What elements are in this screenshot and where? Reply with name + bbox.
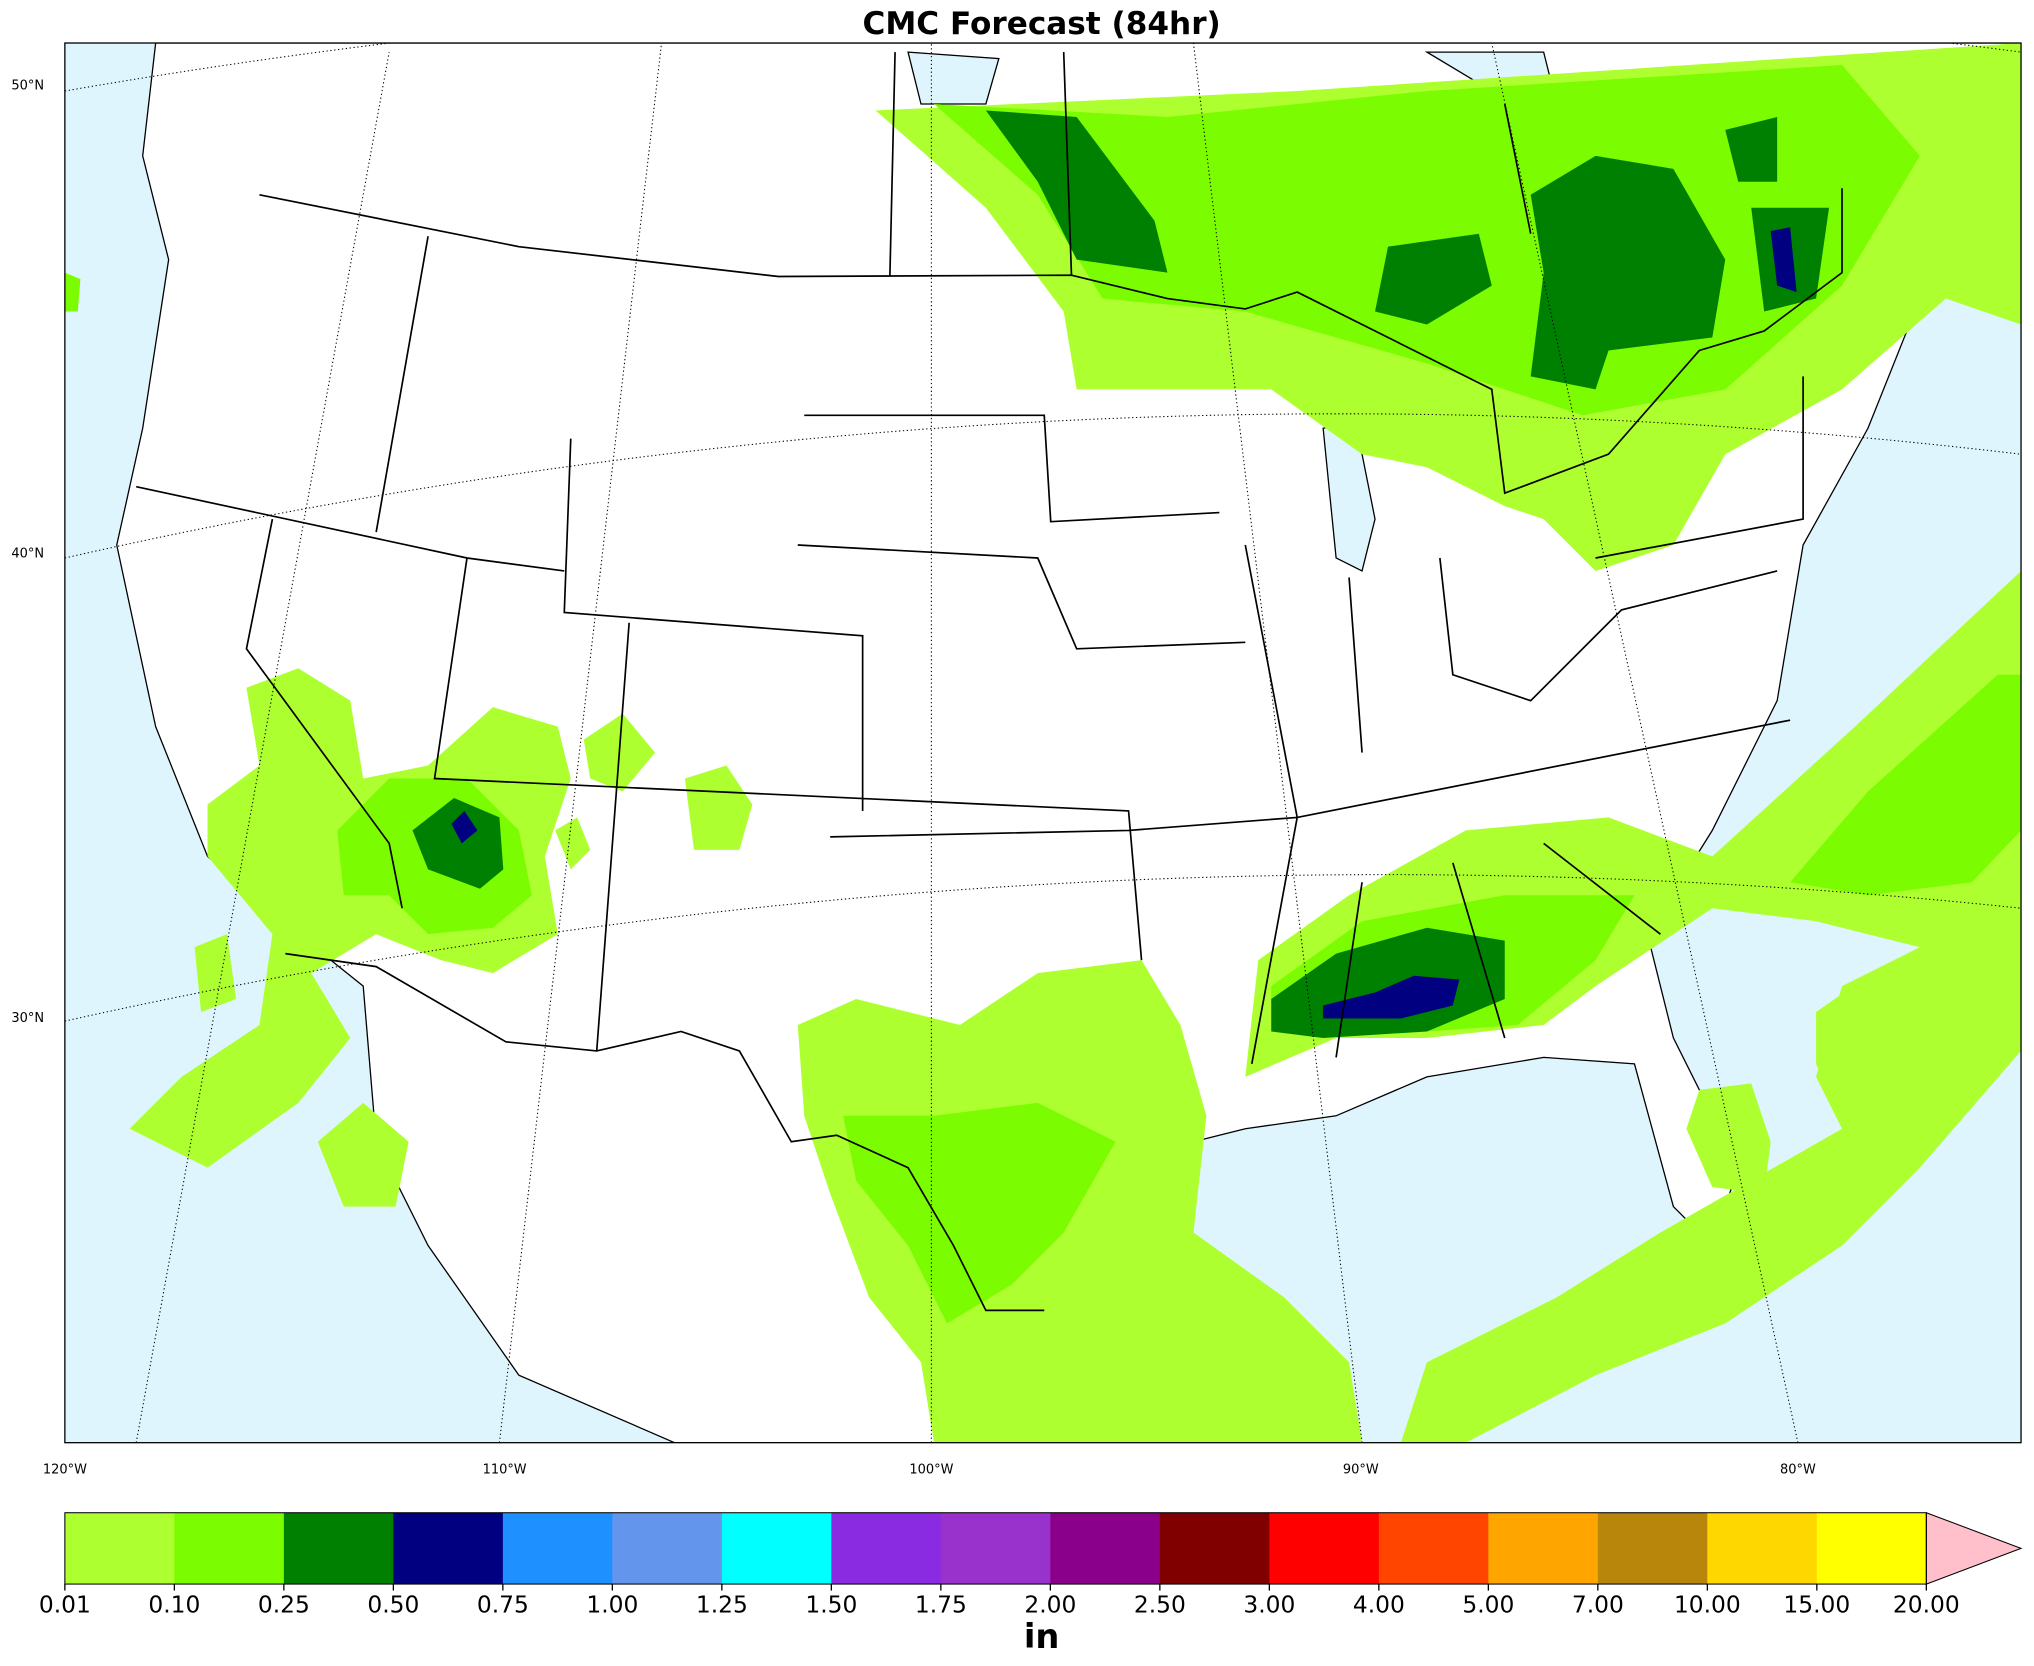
lon-label: 120°W bbox=[43, 1462, 87, 1477]
precip-area bbox=[412, 797, 504, 889]
graticule bbox=[64, 43, 2022, 1443]
lon-label: 90°W bbox=[1343, 1462, 1379, 1477]
colorbar-bin bbox=[174, 1512, 285, 1585]
colorbar-bin bbox=[393, 1512, 504, 1585]
colorbar-bin bbox=[1050, 1512, 1161, 1585]
colorbar-bin bbox=[1816, 1512, 1927, 1585]
colorbar-bin bbox=[1269, 1512, 1380, 1585]
colorbar-tick-label: 5.00 bbox=[1462, 1591, 1514, 1619]
colorbar-tick-label: 0.75 bbox=[477, 1591, 529, 1619]
colorbar-tick-label: 10.00 bbox=[1674, 1591, 1741, 1619]
colorbar-bin bbox=[64, 1512, 176, 1585]
colorbar-bin bbox=[1159, 1512, 1270, 1585]
colorbar-tick-label: 7.00 bbox=[1572, 1591, 1624, 1619]
precip-area bbox=[843, 1102, 1116, 1324]
colorbar-bin bbox=[940, 1512, 1051, 1585]
state-borders bbox=[136, 52, 1804, 1065]
precip-area bbox=[451, 810, 478, 844]
precip-area bbox=[64, 272, 81, 312]
lat-label: 30°N bbox=[11, 1011, 44, 1026]
colorbar-tick-label: 0.25 bbox=[258, 1591, 310, 1619]
colorbar-tick-label: 1.25 bbox=[696, 1591, 748, 1619]
colorbar-tick-label: 4.00 bbox=[1353, 1591, 1405, 1619]
colorbar-bin bbox=[1488, 1512, 1599, 1585]
precip-area bbox=[1323, 975, 1460, 1019]
map-frame bbox=[64, 42, 2022, 1444]
colorbar-bin bbox=[283, 1512, 395, 1585]
lon-label: 110°W bbox=[483, 1462, 527, 1477]
mexico-border bbox=[285, 952, 1045, 1312]
colorbar-bin bbox=[1378, 1512, 1489, 1585]
colorbar-tick-label: 2.50 bbox=[1134, 1591, 1186, 1619]
precip-area bbox=[129, 668, 1920, 1207]
lon-label: 100°W bbox=[909, 1462, 953, 1477]
colorbar-tick-label: 0.01 bbox=[39, 1591, 91, 1619]
colorbar-tick-label: 1.50 bbox=[805, 1591, 857, 1619]
colorbar-bin bbox=[502, 1512, 614, 1585]
precip-area bbox=[1770, 227, 1797, 293]
colorbar-tick-label: 20.00 bbox=[1893, 1591, 1960, 1619]
lon-label: 80°W bbox=[1780, 1462, 1816, 1477]
colorbar-bin bbox=[721, 1512, 832, 1585]
canada-border bbox=[259, 188, 1843, 495]
colorbar-tick-label: 15.00 bbox=[1783, 1591, 1850, 1619]
colorbar-tick-label: 0.10 bbox=[148, 1591, 200, 1619]
colorbar-extend bbox=[1925, 1511, 2023, 1585]
colorbar-outline bbox=[64, 1512, 1927, 1585]
colorbar-bin bbox=[831, 1512, 942, 1585]
precip-area bbox=[985, 110, 1830, 390]
lon-labels: 120°W 110°W 100°W 90°W 80°W bbox=[43, 1462, 1816, 1477]
colorbar-tick-label: 1.75 bbox=[915, 1591, 967, 1619]
lat-label: 50°N bbox=[11, 78, 44, 93]
colorbar-tick-label: 1.00 bbox=[586, 1591, 638, 1619]
lat-labels: 50°N 40°N 30°N bbox=[11, 78, 44, 1026]
colorbar-unit: in bbox=[1024, 1617, 1060, 1656]
colorbar-bin bbox=[1707, 1512, 1818, 1585]
title: CMC Forecast (84hr) bbox=[862, 6, 1220, 42]
colorbar-tick-label: 2.00 bbox=[1024, 1591, 1076, 1619]
colorbar-tick-label: 0.50 bbox=[367, 1591, 419, 1619]
colorbar-bin bbox=[1597, 1512, 1708, 1585]
precip-area bbox=[1245, 570, 2022, 1443]
lat-label: 40°N bbox=[11, 547, 44, 562]
colorbar-bin bbox=[612, 1512, 723, 1585]
colorbar-tick-label: 3.00 bbox=[1243, 1591, 1295, 1619]
map-area bbox=[64, 43, 2022, 1443]
colorbar: 0.01 0.10 0.25 0.50 0.75 1.00 1.25 1.50 1.75 2.00… bbox=[39, 1511, 2023, 1619]
